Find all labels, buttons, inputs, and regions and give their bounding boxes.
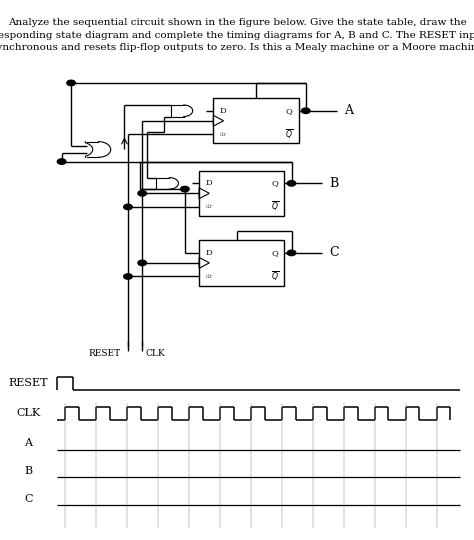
- Text: C: C: [329, 246, 339, 259]
- Circle shape: [124, 204, 132, 210]
- Text: clr: clr: [206, 205, 213, 210]
- Text: A: A: [344, 104, 353, 117]
- Text: D: D: [205, 179, 212, 187]
- Text: D: D: [219, 107, 226, 115]
- Text: RESET: RESET: [9, 379, 48, 388]
- Circle shape: [67, 80, 75, 86]
- Text: RESET: RESET: [89, 349, 121, 358]
- Circle shape: [57, 159, 66, 164]
- Text: $\overline{Q}$: $\overline{Q}$: [271, 270, 279, 283]
- Text: B: B: [24, 466, 33, 476]
- Text: Q: Q: [286, 107, 292, 115]
- Text: Q: Q: [272, 179, 278, 187]
- Bar: [213, 98, 299, 144]
- Circle shape: [124, 274, 132, 279]
- Text: clr: clr: [206, 274, 213, 279]
- Text: clr: clr: [220, 132, 228, 137]
- Circle shape: [138, 260, 146, 266]
- Text: D: D: [205, 249, 212, 257]
- Text: Q: Q: [272, 249, 278, 257]
- Text: CLK: CLK: [16, 408, 41, 418]
- Text: $\overline{Q}$: $\overline{Q}$: [271, 200, 279, 213]
- Bar: [199, 240, 284, 286]
- Circle shape: [287, 180, 296, 186]
- Text: Analyze the sequential circuit shown in the figure below. Give the state table, : Analyze the sequential circuit shown in …: [0, 18, 474, 52]
- Text: CLK: CLK: [146, 349, 166, 358]
- Circle shape: [181, 186, 189, 192]
- Circle shape: [287, 250, 296, 255]
- Text: C: C: [24, 494, 33, 503]
- Circle shape: [301, 108, 310, 113]
- Bar: [199, 171, 284, 216]
- Text: $\overline{Q}$: $\overline{Q}$: [285, 128, 293, 141]
- Circle shape: [138, 191, 146, 196]
- Text: B: B: [329, 177, 339, 190]
- Text: A: A: [25, 438, 32, 448]
